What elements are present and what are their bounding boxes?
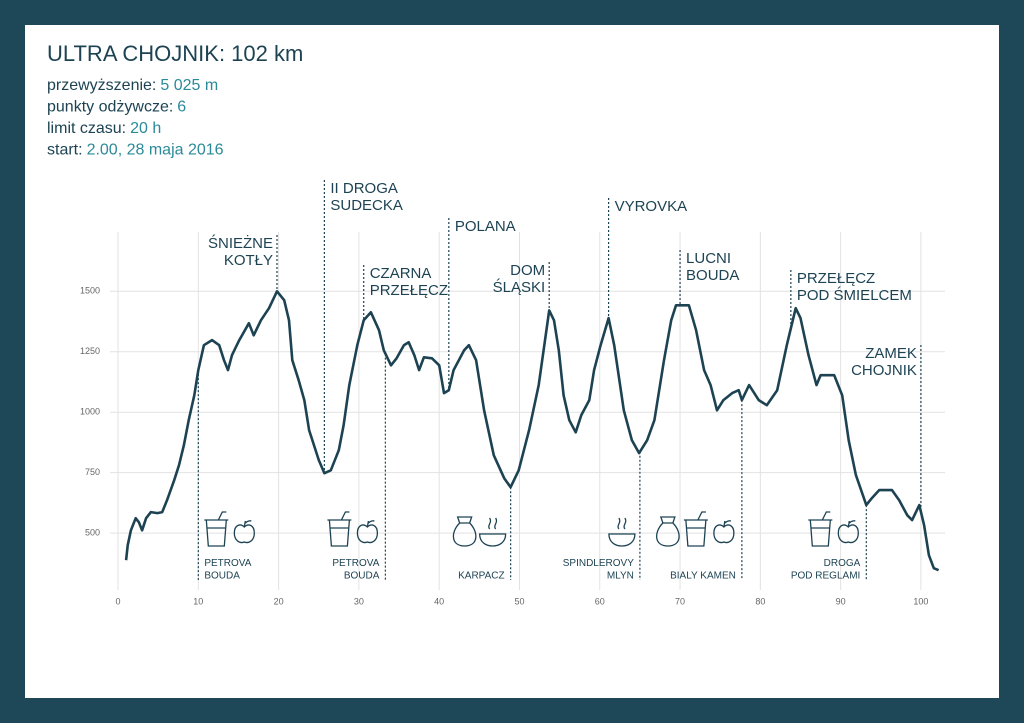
station-label: DROGA <box>824 558 861 569</box>
peak-label: PRZEŁĘCZ <box>370 282 448 299</box>
icon-apple <box>356 520 379 544</box>
icon-bag <box>452 516 477 547</box>
info-label: start: <box>47 142 83 159</box>
x-tick-label: 40 <box>434 596 444 606</box>
x-tick-label: 100 <box>913 596 928 606</box>
peak-label: SUDECKA <box>330 197 403 214</box>
info-line: punkty odżywcze: 6 <box>47 99 186 116</box>
peak-label: ŚNIEŻNE <box>208 234 273 252</box>
peak-label: CHOJNIK <box>851 362 917 379</box>
station-label: SPINDLEROVY <box>563 558 634 569</box>
peak-label: VYROVKA <box>615 198 688 215</box>
y-tick-label: 750 <box>85 467 100 477</box>
info-value: 2.00, 28 maja 2016 <box>87 142 224 159</box>
icon-part <box>683 511 708 547</box>
icon-drink <box>808 511 833 547</box>
x-tick-label: 0 <box>116 596 121 606</box>
panel <box>25 25 999 698</box>
x-tick-label: 80 <box>755 596 765 606</box>
x-tick-label: 70 <box>675 596 685 606</box>
peak-label: LUCNI <box>686 250 731 267</box>
icon-bowl <box>478 517 507 547</box>
station-label: KARPACZ <box>458 571 505 582</box>
x-tick-label: 30 <box>354 596 364 606</box>
x-tick-label: 90 <box>836 596 846 606</box>
info-label: przewyższenie: <box>47 77 156 94</box>
info-value: 20 h <box>130 120 161 137</box>
icon-part <box>608 517 636 547</box>
info-label: limit czasu: <box>47 120 126 137</box>
y-tick-label: 1500 <box>80 286 100 296</box>
icon-apple <box>837 520 859 544</box>
icon-bowl <box>608 517 636 547</box>
info-value: 5 025 m <box>160 77 218 94</box>
x-tick-label: 10 <box>193 596 203 606</box>
peak-label: KOTŁY <box>224 252 273 269</box>
icon-part <box>233 520 255 544</box>
info-line: limit czasu: 20 h <box>47 120 161 137</box>
info-value: 6 <box>177 99 186 116</box>
icon-apple <box>713 520 735 544</box>
x-tick-label: 20 <box>274 596 284 606</box>
icon-apple <box>233 520 255 544</box>
y-tick-label: 500 <box>85 528 100 538</box>
station-label: MLYN <box>607 571 634 582</box>
icon-drink <box>204 511 229 547</box>
icon-drink <box>327 511 352 547</box>
peak-label: DOM <box>510 262 545 279</box>
y-tick-label: 1000 <box>80 407 100 417</box>
peak-label: BOUDA <box>686 267 739 284</box>
icon-part <box>204 511 229 547</box>
icon-drink <box>683 511 708 547</box>
icon-part <box>837 520 859 544</box>
peak-label: II DROGA <box>330 180 398 197</box>
chart-title: ULTRA CHOJNIK: 102 km <box>47 41 303 66</box>
icon-part <box>452 516 477 547</box>
peak-label: CZARNA <box>370 265 432 282</box>
station-label: PETROVA <box>332 558 379 569</box>
peak-label: ZAMEK <box>865 345 917 362</box>
peak-label: POD ŚMIELCEM <box>797 286 912 304</box>
station-label: BOUDA <box>344 571 380 582</box>
y-tick-label: 1250 <box>80 346 100 356</box>
icon-part <box>478 517 507 547</box>
icon-part <box>713 520 735 544</box>
info-label: punkty odżywcze: <box>47 99 173 116</box>
icon-part <box>808 511 833 547</box>
x-tick-label: 50 <box>514 596 524 606</box>
elevation-line <box>124 290 940 572</box>
peak-label: POLANA <box>455 218 516 235</box>
icon-part <box>656 516 680 547</box>
station-label: PETROVA <box>204 558 251 569</box>
peak-label: PRZEŁĘCZ <box>797 270 875 287</box>
station-label: BIALY KAMEN <box>670 571 736 582</box>
info-line: start: 2.00, 28 maja 2016 <box>47 142 224 159</box>
info-line: przewyższenie: 5 025 m <box>47 77 218 94</box>
icon-part <box>327 511 352 547</box>
icon-bag <box>656 516 680 547</box>
station-label: BOUDA <box>204 571 240 582</box>
station-label: POD REGLAMI <box>791 571 860 582</box>
peak-label: ŚLĄSKI <box>493 278 546 296</box>
x-tick-label: 60 <box>595 596 605 606</box>
icon-part <box>356 520 379 544</box>
